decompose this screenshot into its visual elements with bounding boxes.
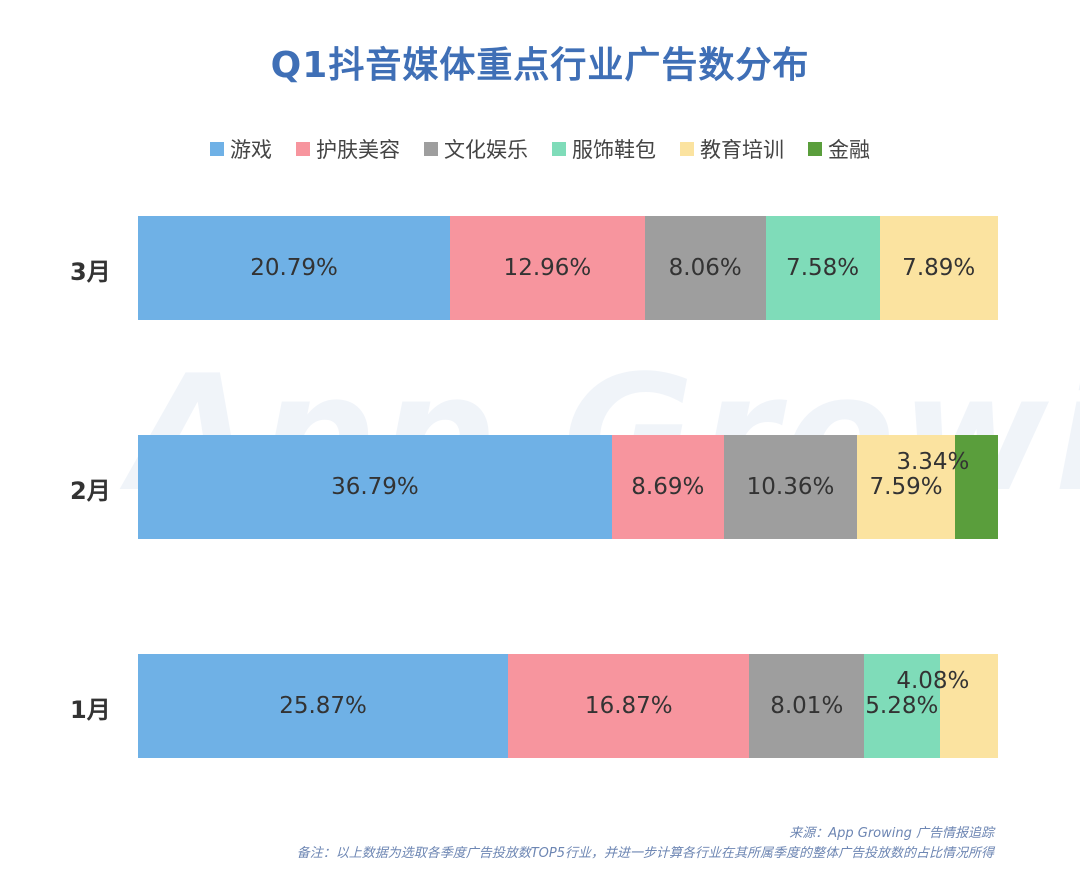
data-label: 7.89% [902,255,976,281]
data-label: 8.69% [631,474,705,500]
legend-swatch [210,142,224,156]
data-label: 8.06% [668,255,742,281]
legend-swatch [424,142,438,156]
data-label: 3.34% [896,449,970,475]
legend-swatch [680,142,694,156]
data-label: 16.87% [584,693,673,719]
legend-label: 文化娱乐 [444,138,528,162]
bar-segment: 16.87% [508,654,750,758]
legend-label: 教育培训 [700,138,784,162]
legend-label: 金融 [828,138,870,162]
data-label: 20.79% [250,255,338,281]
legend-item-5: 金融 [808,134,870,164]
bar-segment: 8.06% [644,216,766,320]
data-label: 7.59% [869,474,943,500]
bar-segment: 7.58% [765,216,880,320]
bar-segment: 20.79% [138,216,451,320]
legend-item-2: 文化娱乐 [424,134,528,164]
legend-item-4: 教育培训 [680,134,784,164]
chart-legend: 游戏 护肤美容 文化娱乐 服饰鞋包 教育培训 金融 [0,134,1080,164]
bar-segment: 5.28% [864,654,940,758]
data-label: 8.01% [770,693,844,719]
bar-segment: 8.01% [749,654,865,758]
legend-item-3: 服饰鞋包 [552,134,656,164]
bar-segment: 8.69% [611,435,724,539]
data-label: 12.96% [503,255,592,281]
legend-label: 护肤美容 [316,138,400,162]
bar-segment: 10.36% [723,435,858,539]
legend-item-0: 游戏 [210,134,272,164]
bar-segment: 25.87% [138,654,509,758]
data-label: 10.36% [746,474,835,500]
bar-row: 20.79% 12.96% 8.06% 7.58% 7.89% [138,216,998,320]
legend-label: 服饰鞋包 [572,138,656,162]
row-label: 1月 [70,696,111,724]
legend-swatch [296,142,310,156]
bar-segment: 12.96% [450,216,645,320]
bar-segment: 4.08% [896,654,998,758]
row-label: 2月 [70,477,111,505]
chart-title: Q1抖音媒体重点行业广告数分布 [270,45,810,86]
data-label: 5.28% [865,693,939,719]
row-label: 3月 [70,258,111,286]
bar-segment: 36.79% [138,435,612,539]
bar-segment: 3.34% [896,435,998,539]
bar-row: 36.79% 8.69% 10.36% 7.59% 3.34% [138,435,998,539]
footer-note: 备注：以上数据为选取各季度广告投放数TOP5行业，并进一步计算各行业在其所属季度… [296,846,994,861]
data-label: 4.08% [896,668,970,694]
bar-row: 25.87% 16.87% 8.01% 5.28% 4.08% [138,654,998,758]
data-label: 36.79% [331,474,419,500]
data-label: 7.58% [786,255,860,281]
legend-swatch [552,142,566,156]
legend-swatch [808,142,822,156]
bar-segment: 7.59% [857,435,955,539]
data-label: 25.87% [279,693,367,719]
bar-segment: 7.89% [879,216,998,320]
footer-source: 来源：App Growing 广告情报追踪 [789,826,994,841]
legend-label: 游戏 [230,138,272,162]
legend-item-1: 护肤美容 [296,134,400,164]
